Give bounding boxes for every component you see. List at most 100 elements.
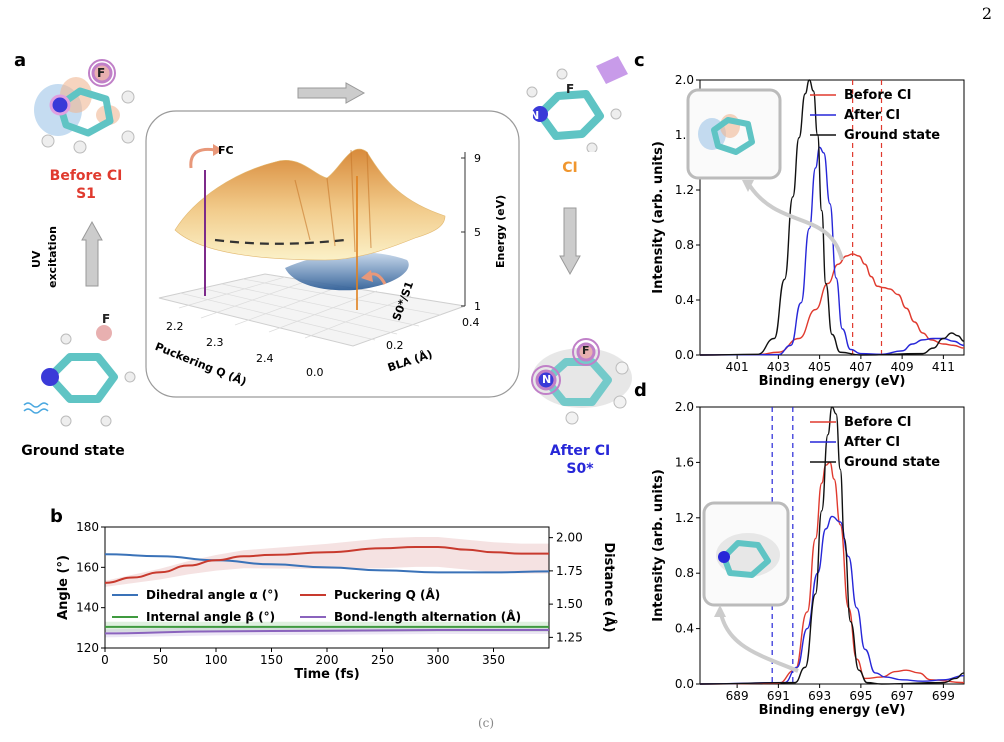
c-series-line-0 (699, 253, 965, 356)
c-yaxis-label: Intensity (arb. units) (651, 141, 666, 294)
b-xtick-label: 350 (482, 653, 505, 667)
ci-title: CI (562, 160, 578, 176)
b-puckering-band (105, 536, 549, 587)
b-ytick-label: 160 (76, 560, 99, 574)
chart-c: 401 403 405 407 409 4110.00.40.81.21.62.0Bind… (651, 73, 965, 389)
b-y2tick-label: 1.25 (556, 630, 583, 644)
before-ci-n-atom: N (42, 68, 53, 82)
s1-surface (174, 148, 446, 261)
b-series-line-0 (104, 553, 550, 574)
d-legend-label-2: Ground state (844, 455, 940, 470)
before-ci-molecule (34, 59, 135, 154)
energy-tick-1: 1 (474, 300, 481, 313)
b-legend-label-1: Internal angle β (°) (146, 610, 275, 624)
bla-tick-0-2: 0.2 (386, 339, 404, 352)
d-xaxis-label: Binding energy (eV) (759, 703, 906, 718)
d-inset-ring (721, 540, 771, 578)
d-legend: Before CI After CI Ground state (810, 415, 940, 470)
fc-label: FC (218, 144, 234, 157)
excitation-label: excitation (46, 226, 59, 288)
b-xaxis-label: Time (fs) (294, 667, 360, 682)
d-ytick-label: 2.0 (675, 400, 694, 414)
c-inset-arrowhead (742, 180, 754, 192)
d-ytick-label: 0.0 (675, 677, 694, 691)
panel-d-letter: d (634, 380, 647, 401)
c-xtick-label: 403 (767, 360, 790, 374)
c-xaxis-label: Binding energy (eV) (759, 374, 906, 389)
b-yaxis-label: Angle (°) (56, 555, 71, 620)
ground-f-atom: F (102, 312, 111, 326)
b-series-line-2 (104, 545, 549, 584)
after-ci-n-atom: N (542, 373, 552, 386)
q-tick-2-2: 2.2 (166, 320, 184, 333)
d-series-line-2 (699, 406, 965, 685)
chart-d: 689 691 693 695 697 699 0.0 0.4 0.8 1.2 1.6 2.0 Bind… (651, 400, 965, 718)
d-series-line-0 (699, 461, 965, 685)
down-arrow (559, 207, 581, 276)
after-ci-f-atom: F (582, 344, 590, 357)
b-xtick-label: 50 (153, 653, 168, 667)
d-legend-label-0: Before CI (844, 415, 911, 430)
top-arrow (297, 82, 366, 104)
c-inset-arrow (748, 184, 844, 261)
after-ci-title: After CI (549, 443, 611, 459)
c-legend-label-1: After CI (844, 108, 900, 123)
c-plot-frame (699, 79, 965, 356)
d-inset-arrow (718, 608, 799, 673)
b-ytick-label: 120 (76, 641, 99, 655)
uv-arrow (81, 220, 103, 287)
c-ytick-label: 0.4 (675, 293, 694, 307)
d-yaxis-label: Intensity (arb. units) (651, 469, 666, 622)
c-xtick-label: 405 (808, 360, 831, 374)
energy-tick-5: 5 (474, 226, 481, 239)
pes-surface-plot (145, 110, 520, 398)
b-xtick-label: 200 (316, 653, 339, 667)
after-ci-state: S0* (566, 461, 594, 477)
c-xtick-label: 411 (932, 360, 955, 374)
energy-tick-9: 9 (474, 152, 481, 165)
after-ci-molecule (531, 338, 632, 425)
panel-c-letter: c (634, 50, 645, 71)
b-y2tick-label: 1.75 (556, 564, 583, 578)
q-tick-2-3: 2.3 (206, 336, 224, 349)
bla-tick-0-4: 0.4 (462, 316, 480, 329)
b-y2tick-label: 1.50 (556, 597, 583, 611)
panel-a-letter: a (14, 50, 27, 71)
energy-axis-label: Energy (eV) (494, 194, 507, 268)
b-ytick-label: 140 (76, 601, 99, 615)
b-y2tick-label: 2.00 (556, 531, 583, 545)
b-legend-label-2: Puckering Q (Å) (334, 587, 440, 602)
footer-fragment: (c) (478, 716, 495, 730)
d-xtick-label: 689 (726, 689, 749, 703)
d-xtick-label: 695 (849, 689, 872, 703)
b-xtick-label: 300 (427, 653, 450, 667)
b-xtick-label: 250 (371, 653, 394, 667)
ci-f-atom: F (566, 82, 575, 96)
ci-n-atom: N (530, 109, 540, 122)
ground-state-molecule (23, 325, 136, 427)
before-ci-title: Before CI (49, 168, 123, 184)
b-ytick-label: 180 (76, 520, 99, 534)
s0-surface (285, 252, 409, 291)
d-xtick-label: 693 (808, 689, 831, 703)
b-xtick-label: 100 (205, 653, 228, 667)
d-ytick-label: 1.6 (675, 455, 694, 469)
d-xtick-label: 697 (891, 689, 914, 703)
c-xtick-label: 401 (726, 360, 749, 374)
c-series-line-2 (699, 79, 965, 356)
ci-molecule (526, 56, 628, 152)
d-ytick-label: 0.8 (675, 566, 694, 580)
page-number: 2 (981, 4, 992, 23)
before-ci-f-atom: F (97, 66, 106, 80)
uv-label: UV (30, 250, 43, 268)
c-xtick-label: 409 (891, 360, 914, 374)
d-series-line-1 (699, 515, 965, 685)
c-ytick-label: 2.0 (675, 73, 694, 87)
d-ytick-label: 0.4 (675, 622, 694, 636)
c-legend-label-2: Ground state (844, 128, 940, 143)
c-ytick-label: 0.0 (675, 348, 694, 362)
b-xtick-label: 0 (101, 653, 109, 667)
c-series-line-1 (699, 146, 965, 356)
d-xtick-label: 691 (767, 689, 790, 703)
c-ytick-label: 0.8 (675, 238, 694, 252)
